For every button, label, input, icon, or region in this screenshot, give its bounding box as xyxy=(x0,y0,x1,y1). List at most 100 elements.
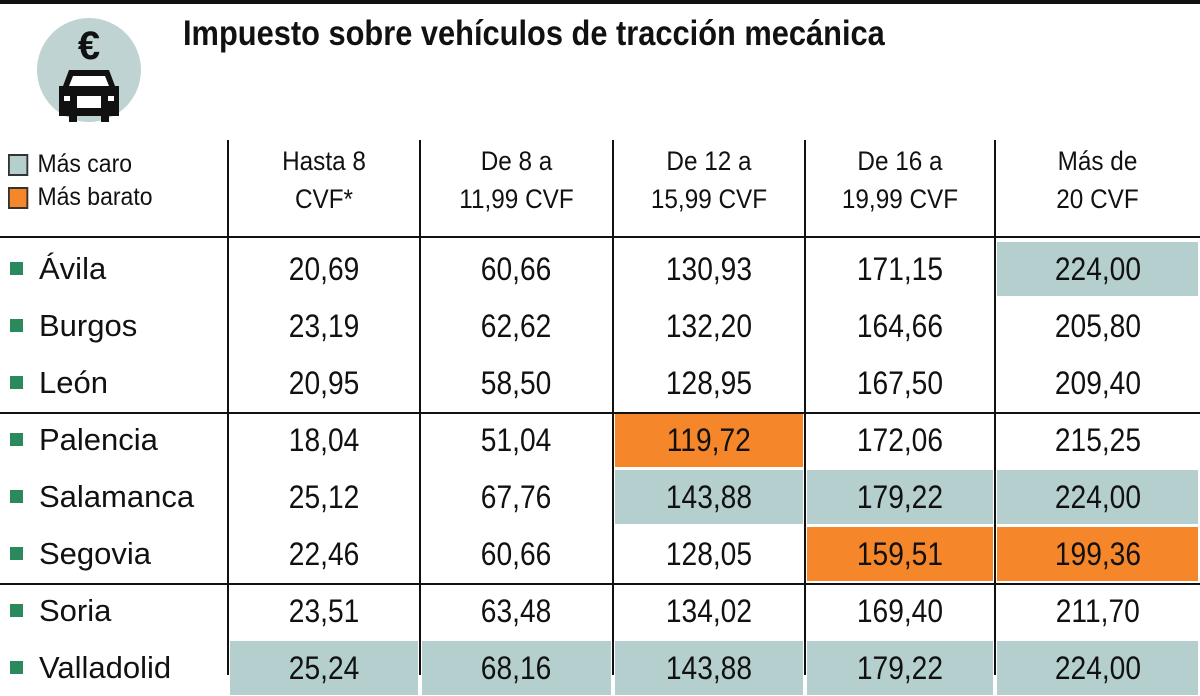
row-label: Salamanca xyxy=(10,468,194,525)
bullet-icon xyxy=(10,262,23,275)
table-cell: 23,19 xyxy=(230,299,418,353)
table-cell: 128,05 xyxy=(615,527,803,581)
province-name: León xyxy=(39,364,108,400)
column-divider xyxy=(227,140,229,675)
cell-value: 67,76 xyxy=(481,478,552,515)
euro-icon: € xyxy=(77,24,101,68)
cell-value: 60,66 xyxy=(481,250,552,287)
column-header: De 8 a 11,99 CVF xyxy=(420,142,613,218)
cell-value: 215,25 xyxy=(1054,421,1141,458)
table-cell: 179,22 xyxy=(807,470,993,524)
province-name: Segovia xyxy=(39,535,152,571)
cell-value: 179,22 xyxy=(856,649,944,686)
cell-value: 224,00 xyxy=(1054,478,1141,515)
divider xyxy=(0,583,1200,585)
table-cell: 224,00 xyxy=(997,242,1198,296)
column-divider xyxy=(994,140,996,675)
table-cell: 143,88 xyxy=(615,641,803,695)
table-cell: 224,00 xyxy=(997,641,1198,695)
cell-value: 167,50 xyxy=(856,364,944,401)
column-divider xyxy=(612,140,614,675)
bullet-icon xyxy=(10,376,23,389)
table-row: Ávila 20,69 60,66 130,93 171,15 224,00 xyxy=(0,240,1200,297)
column-header: De 16 a 19,99 CVF xyxy=(805,142,995,218)
row-label: León xyxy=(10,354,108,411)
table-cell: 164,66 xyxy=(807,299,993,353)
row-label: Burgos xyxy=(10,297,137,354)
table-cell: 172,06 xyxy=(807,413,993,467)
table-cell: 68,16 xyxy=(422,641,611,695)
row-label: Palencia xyxy=(10,411,158,468)
cell-value: 23,51 xyxy=(288,592,360,629)
top-rule xyxy=(0,0,1200,4)
cell-value: 25,12 xyxy=(288,478,360,515)
column-header: Hasta 8 CVF* xyxy=(228,142,420,218)
table-cell: 22,46 xyxy=(230,527,418,581)
legend-swatch xyxy=(8,186,29,209)
province-name: Valladolid xyxy=(39,649,172,685)
column-divider xyxy=(804,140,806,675)
table-row: Valladolid 25,24 68,16 143,88 179,22 224,00 xyxy=(0,639,1200,696)
header-line: CVF* xyxy=(294,184,354,214)
table-cell: 215,25 xyxy=(997,413,1198,467)
cell-value: 179,22 xyxy=(856,478,944,515)
table-cell: 51,04 xyxy=(422,413,611,467)
cell-value: 58,50 xyxy=(481,364,552,401)
table-cell: 224,00 xyxy=(997,470,1198,524)
table-row: Palencia 18,04 51,04 119,72 172,06 215,25 xyxy=(0,411,1200,468)
cell-value: 119,72 xyxy=(666,421,752,458)
header-line: De 12 a xyxy=(666,146,752,176)
table-cell: 179,22 xyxy=(807,641,993,695)
header-line: 19,99 CVF xyxy=(841,184,959,214)
column-header: Más de 20 CVF xyxy=(995,142,1200,218)
table-cell: 20,95 xyxy=(230,356,418,410)
cell-value: 224,00 xyxy=(1054,250,1141,287)
car-icon xyxy=(59,70,119,122)
column-divider xyxy=(419,140,421,675)
table-cell: 58,50 xyxy=(422,356,611,410)
column-header: De 12 a 15,99 CVF xyxy=(613,142,805,218)
cell-value: 199,36 xyxy=(1054,535,1141,572)
header-line: 15,99 CVF xyxy=(650,184,768,214)
cell-value: 130,93 xyxy=(665,250,753,287)
legend-item-caro: Más caro xyxy=(8,148,152,181)
header-line: De 8 a xyxy=(480,146,553,176)
table-cell: 119,72 xyxy=(615,413,803,467)
table-cell: 63,48 xyxy=(422,584,611,638)
table-cell: 62,62 xyxy=(422,299,611,353)
cell-value: 60,66 xyxy=(481,535,552,572)
table-cell: 20,69 xyxy=(230,242,418,296)
header-line: 20 CVF xyxy=(1056,184,1139,214)
table-cell: 199,36 xyxy=(997,527,1198,581)
cell-value: 63,48 xyxy=(481,592,552,629)
row-label: Soria xyxy=(10,582,111,639)
province-name: Palencia xyxy=(39,421,158,457)
header-line: Hasta 8 xyxy=(282,146,366,176)
cell-value: 62,62 xyxy=(481,307,552,344)
cell-value: 172,06 xyxy=(856,421,944,458)
province-name: Soria xyxy=(39,592,112,628)
table-cell: 169,40 xyxy=(807,584,993,638)
province-name: Ávila xyxy=(39,250,107,286)
legend-swatch xyxy=(8,153,29,176)
legend-item-barato: Más barato xyxy=(8,181,152,214)
province-name: Burgos xyxy=(39,307,138,343)
table-cell: 211,70 xyxy=(997,584,1198,638)
table-row: Soria 23,51 63,48 134,02 169,40 211,70 xyxy=(0,582,1200,639)
table-cell: 23,51 xyxy=(230,584,418,638)
cell-value: 164,66 xyxy=(856,307,944,344)
cell-value: 22,46 xyxy=(288,535,360,572)
cell-value: 143,88 xyxy=(665,649,753,686)
cell-value: 18,04 xyxy=(288,421,360,458)
row-label: Valladolid xyxy=(10,639,171,696)
cell-value: 68,16 xyxy=(481,649,552,686)
header-line: 11,99 CVF xyxy=(459,184,574,214)
cell-value: 51,04 xyxy=(481,421,552,458)
table-cell: 67,76 xyxy=(422,470,611,524)
cell-value: 224,00 xyxy=(1054,649,1141,686)
row-label: Segovia xyxy=(10,525,151,582)
table-cell: 60,66 xyxy=(422,527,611,581)
cell-value: 20,69 xyxy=(288,250,360,287)
table-cell: 25,24 xyxy=(230,641,418,695)
divider xyxy=(0,412,1200,414)
